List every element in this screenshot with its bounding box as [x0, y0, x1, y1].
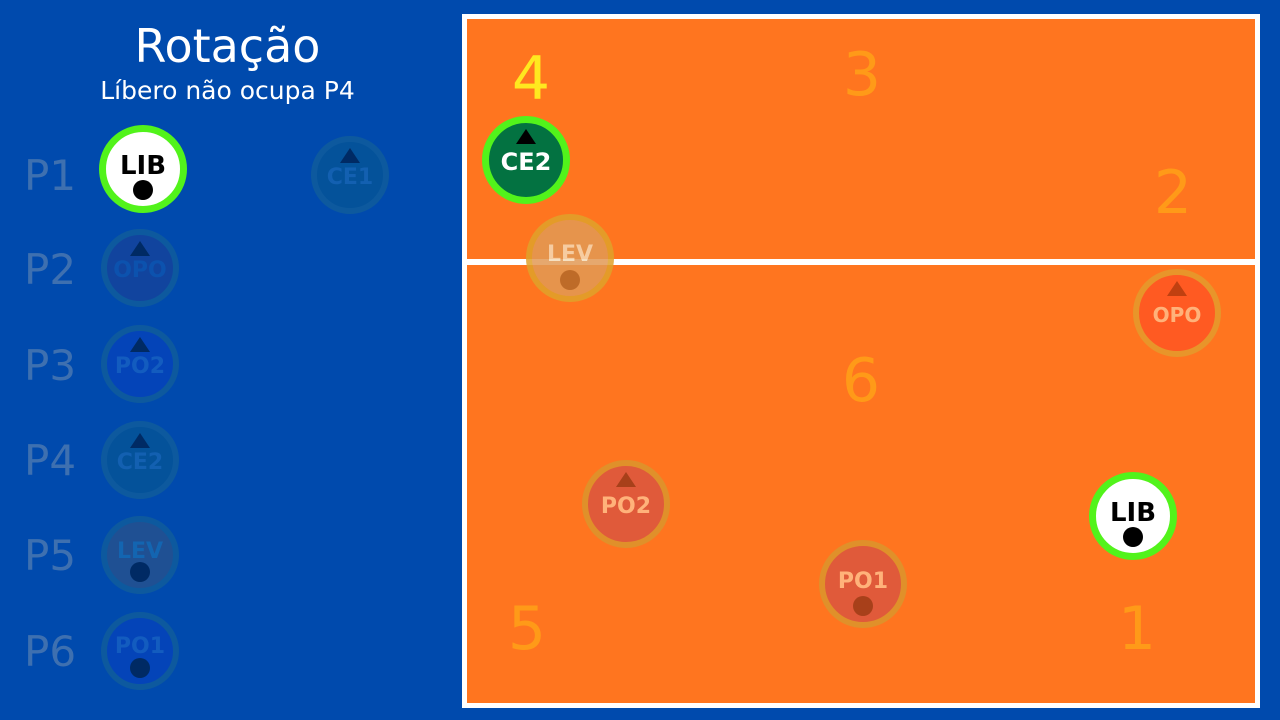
rotation-token-po2[interactable]: PO2 — [101, 325, 179, 403]
token-label: OPO — [113, 257, 167, 283]
bench-token-ce1[interactable]: CE1 — [311, 136, 389, 214]
court-token-po1[interactable]: PO1 — [819, 540, 907, 628]
court-token-lib[interactable]: LIB — [1089, 472, 1177, 560]
attack-line — [462, 259, 1260, 265]
token-dot — [133, 180, 153, 200]
token-label: CE2 — [500, 148, 552, 176]
token-triangle — [340, 148, 360, 163]
token-label: OPO — [1152, 303, 1202, 327]
zone-number-2: 2 — [1153, 158, 1193, 228]
zone-number-4: 4 — [511, 44, 551, 114]
position-label-p1: P1 — [24, 151, 77, 200]
token-dot — [130, 562, 150, 582]
token-label: CE2 — [116, 449, 164, 475]
token-dot — [1123, 527, 1143, 547]
token-triangle — [1167, 281, 1187, 296]
token-label: LIB — [119, 151, 167, 181]
token-label: PO2 — [600, 493, 652, 519]
zone-number-1: 1 — [1117, 594, 1157, 664]
token-label: LEV — [116, 538, 164, 564]
zone-number-6: 6 — [841, 346, 881, 416]
court-token-ce2[interactable]: CE2 — [482, 116, 570, 204]
court-token-opo[interactable]: OPO — [1133, 269, 1221, 357]
token-label: CE1 — [326, 164, 374, 190]
zone-number-5: 5 — [507, 594, 547, 664]
token-label: LIB — [1109, 498, 1157, 528]
token-label: PO1 — [837, 568, 889, 594]
court-token-po2[interactable]: PO2 — [582, 460, 670, 548]
token-triangle — [516, 129, 536, 144]
token-label: LEV — [546, 241, 594, 267]
zone-number-3: 3 — [842, 40, 882, 110]
rotation-token-po1[interactable]: PO1 — [101, 612, 179, 690]
position-label-p3: P3 — [24, 341, 77, 390]
token-triangle — [130, 241, 150, 256]
page-title: Rotação — [134, 19, 321, 73]
rotation-token-ce2[interactable]: CE2 — [101, 421, 179, 499]
court-token-lev[interactable]: LEV — [526, 214, 614, 302]
rotation-token-opo[interactable]: OPO — [101, 229, 179, 307]
token-dot — [560, 270, 580, 290]
token-dot — [130, 658, 150, 678]
position-label-p2: P2 — [24, 245, 77, 294]
token-triangle — [616, 472, 636, 487]
rotation-token-lib[interactable]: LIB — [99, 125, 187, 213]
page-subtitle: Líbero não ocupa P4 — [100, 76, 355, 105]
token-label: PO2 — [114, 353, 166, 379]
position-label-p6: P6 — [24, 627, 77, 676]
rotation-token-lev[interactable]: LEV — [101, 516, 179, 594]
position-label-p5: P5 — [24, 531, 77, 580]
token-dot — [853, 596, 873, 616]
token-triangle — [130, 433, 150, 448]
token-triangle — [130, 337, 150, 352]
token-label: PO1 — [114, 633, 166, 659]
position-label-p4: P4 — [24, 436, 77, 485]
